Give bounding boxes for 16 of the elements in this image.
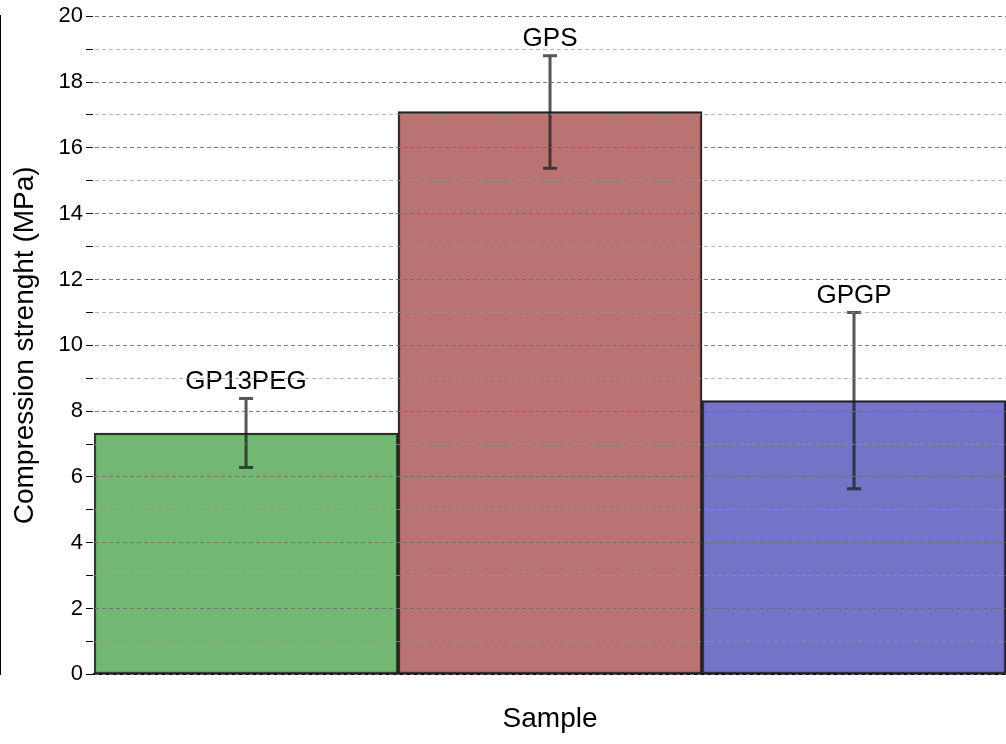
y-tick-label: 20 (58, 2, 84, 28)
x-axis-title: Sample (502, 701, 598, 733)
x-tick-label: GP13PEG (185, 364, 307, 395)
y-tick-label: 0 (70, 660, 84, 686)
y-tick-label: 16 (58, 133, 84, 159)
y-tick-label: 14 (58, 199, 84, 225)
y-tick-label: 10 (58, 331, 84, 357)
y-tick-label: 2 (70, 594, 84, 620)
y-tick-label: 8 (70, 397, 84, 423)
y-tick-label: 4 (70, 528, 84, 554)
x-tick-label: GPGP (816, 278, 892, 309)
y-tick-label: 6 (70, 463, 84, 488)
y-tick-label: 12 (58, 265, 84, 291)
y-tick-label: 18 (58, 68, 84, 94)
y-axis-title: Compression strenght (MPa) (7, 166, 39, 525)
x-tick-label: GPS (522, 21, 578, 52)
